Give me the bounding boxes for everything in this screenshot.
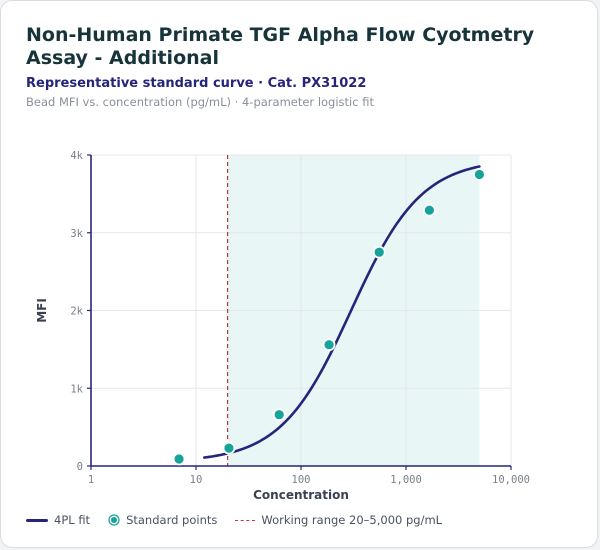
fit-curve: [203, 165, 481, 459]
legend-fit-label: 4PL fit: [54, 513, 91, 527]
standard-point: [422, 203, 436, 217]
y-tick-label: 0: [77, 461, 83, 473]
legend-item-range: Working range 20–5,000 pg/mL: [235, 513, 442, 527]
x-axis-label: Concentration: [253, 488, 349, 502]
x-tick-label: 100: [292, 474, 311, 486]
range-dash-swatch: [235, 519, 256, 521]
fit-line-swatch: [26, 518, 48, 522]
chart-caption: Bead MFI vs. concentration (pg/mL) · 4-p…: [26, 95, 374, 109]
y-tick-label: 3k: [70, 228, 83, 240]
legend-item-points: Standard points: [108, 513, 217, 527]
legend-points-label: Standard points: [126, 513, 218, 527]
legend-item-fit: 4PL fit: [26, 513, 90, 527]
standard-point: [322, 338, 336, 352]
legend-range-label: Working range 20–5,000 pg/mL: [261, 513, 443, 527]
x-tick-label: 1: [88, 474, 94, 486]
standard-point: [272, 408, 286, 422]
chart-title: Non-Human Primate TGF Alpha Flow Cyotmet…: [26, 24, 535, 69]
y-axis-label: MFI: [35, 298, 49, 323]
standard-point: [172, 452, 186, 466]
y-tick-label: 1k: [70, 383, 83, 395]
standard-point: [222, 441, 236, 455]
y-tick-label: 4k: [70, 150, 83, 162]
chart-legend: 4PL fit Standard points Working range 20…: [26, 513, 460, 527]
x-tick-label: 10: [190, 474, 203, 486]
standard-point: [472, 168, 486, 181]
x-tick-label: 10,000: [492, 474, 530, 486]
standard-point: [372, 245, 386, 259]
point-marker-swatch: [108, 514, 120, 526]
chart-subtitle: Representative standard curve · Cat. PX3…: [26, 76, 367, 91]
y-tick-label: 2k: [70, 306, 83, 318]
x-tick-label: 1,000: [390, 474, 422, 486]
